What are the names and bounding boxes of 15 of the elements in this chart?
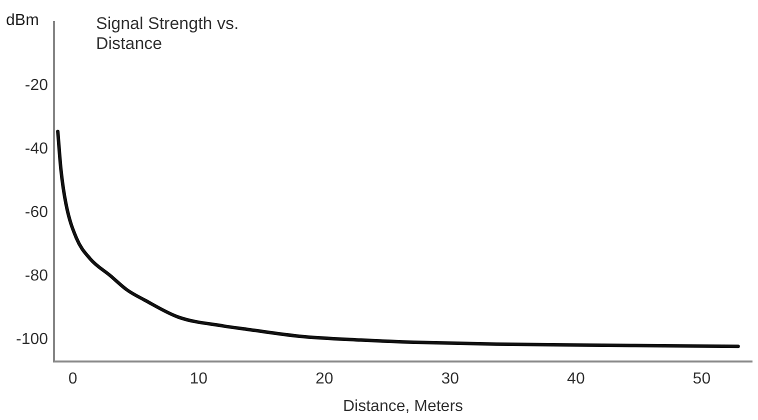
x-tick-label: 10	[190, 370, 208, 388]
x-tick-label: 20	[316, 370, 334, 388]
y-tick-label: -20	[24, 76, 48, 94]
x-tick-label: 30	[441, 370, 460, 388]
y-axis-title: dBm	[6, 12, 39, 30]
line-series	[56, 130, 740, 348]
y-tick-label: -80	[24, 267, 48, 284]
x-axis-title: Distance, Meters	[342, 398, 464, 415]
y-tick-label: -100	[16, 330, 48, 348]
chart-title: Signal Strength vs. Distance	[96, 14, 240, 54]
x-tick-label: 0	[68, 370, 78, 388]
y-tick-label: -60	[24, 204, 48, 221]
x-tick-label: 50	[692, 370, 711, 388]
y-tick-label: -40	[24, 140, 48, 158]
x-tick-label: 40	[567, 370, 585, 388]
